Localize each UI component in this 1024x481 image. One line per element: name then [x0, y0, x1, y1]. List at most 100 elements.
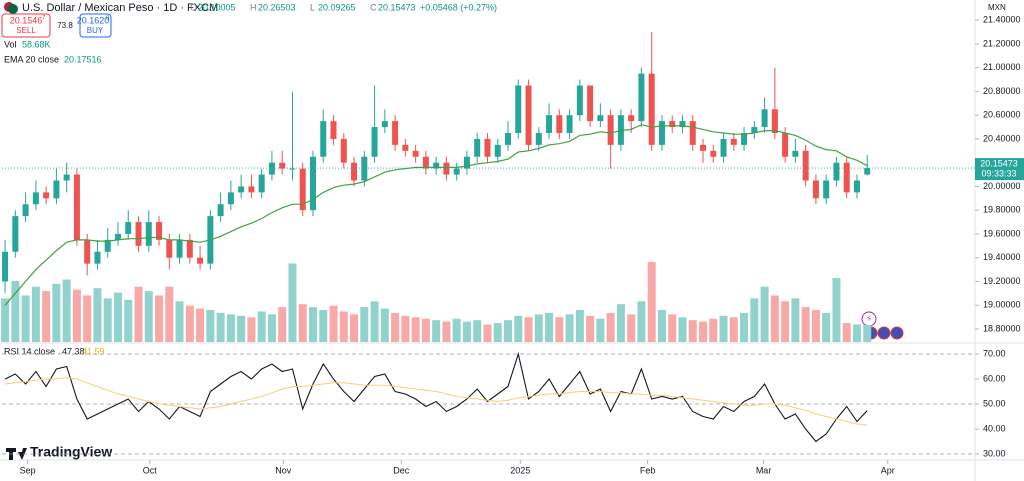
sell-price[interactable]: 20.1546	[10, 15, 43, 25]
candle-body	[494, 144, 501, 157]
candle-body	[227, 192, 234, 205]
volume-bar	[196, 308, 205, 342]
volume-bar	[442, 321, 451, 342]
candle-body	[864, 168, 871, 175]
candle-body	[279, 162, 286, 169]
volume-bar	[42, 291, 51, 342]
ema-legend-name: EMA 20 close	[4, 54, 59, 64]
candle-body	[566, 115, 573, 133]
candle-body	[484, 138, 491, 157]
volume-bar	[514, 315, 523, 342]
event-icon[interactable]	[890, 326, 904, 340]
candle-body	[802, 150, 809, 181]
candle-body	[751, 127, 758, 133]
candle-body	[381, 121, 388, 128]
volume-bar	[247, 317, 256, 342]
candle-body	[351, 162, 358, 181]
volume-bar	[781, 301, 790, 342]
volume-bar	[534, 314, 543, 342]
volume-bar	[124, 299, 133, 342]
candle-body	[443, 162, 450, 175]
price-tag-countdown: 09:33:33	[981, 168, 1016, 178]
candle-body	[792, 150, 799, 157]
volume-bar	[637, 301, 646, 342]
volume-bar	[462, 321, 471, 342]
y-tick-label: 21.20000	[983, 38, 1021, 48]
candle-body	[2, 251, 9, 282]
volume-bar	[62, 279, 71, 342]
rsi-legend-value: 47.38	[62, 346, 85, 356]
candle-body	[248, 186, 255, 193]
candle-body	[186, 239, 193, 258]
volume-bar	[811, 310, 820, 342]
candle-body	[340, 138, 347, 163]
volume-bar	[750, 298, 759, 342]
volume-bar	[113, 292, 122, 342]
volume-bar	[165, 286, 174, 342]
candle-body	[176, 239, 183, 258]
candle-body	[268, 162, 275, 175]
candle-body	[63, 174, 70, 181]
y-tick-label: 19.80000	[983, 205, 1021, 215]
candle-body	[238, 186, 245, 193]
volume-bar	[719, 315, 728, 342]
volume-bar	[360, 307, 369, 342]
candle-body	[638, 73, 645, 122]
volume-bar	[842, 323, 851, 342]
y-tick-label: 20.00000	[983, 181, 1021, 191]
volume-bar	[452, 318, 461, 342]
candle-body	[700, 144, 707, 151]
volume-bar	[699, 321, 708, 342]
volume-bar	[545, 312, 554, 342]
ema-line	[4, 124, 868, 306]
y-tick-label: 18.80000	[983, 323, 1021, 333]
sell-label[interactable]: SELL	[16, 26, 36, 35]
buy-button[interactable]	[79, 13, 112, 38]
volume-bar	[401, 315, 410, 342]
candle-body	[361, 156, 368, 181]
candle-body	[135, 222, 142, 246]
volume-bar	[791, 298, 800, 342]
volume-bar	[288, 263, 297, 342]
x-tick-label: Feb	[640, 465, 656, 475]
candle-body	[628, 115, 635, 122]
x-tick-label: Mar	[756, 465, 772, 475]
candle-body	[217, 204, 224, 217]
y-tick-label: 19.60000	[983, 228, 1021, 238]
candle-body	[546, 115, 553, 133]
volume-bar	[83, 295, 92, 342]
candle-body	[114, 233, 121, 240]
volume-bar	[801, 307, 810, 342]
candle-body	[422, 156, 429, 169]
candle-body	[258, 174, 265, 193]
volume-bar	[832, 278, 841, 342]
volume-bar	[391, 312, 400, 342]
y-tick-label: 19.00000	[983, 300, 1021, 310]
sell-button[interactable]	[1, 13, 51, 38]
candle-body	[94, 251, 101, 264]
y-tick-label: 20.60000	[983, 110, 1021, 120]
volume-bar	[421, 318, 430, 342]
buy-price[interactable]: 20.1620	[77, 15, 110, 25]
candle-body	[43, 192, 50, 199]
candle-body	[32, 192, 39, 205]
buy-price-sup[interactable]: 8	[106, 16, 110, 22]
event-icon[interactable]	[877, 326, 891, 340]
x-tick-label: Dec	[393, 465, 410, 475]
volume-bar	[483, 324, 492, 342]
buy-label[interactable]: BUY	[87, 26, 104, 35]
symbol-title: U.S. Dollar / Mexican Peso · 1D · FXCM	[22, 2, 218, 14]
candle-body	[556, 115, 563, 133]
volume-bar	[350, 314, 359, 342]
volume-bar	[93, 288, 102, 342]
x-tick-label: Sep	[20, 465, 36, 475]
sell-price-sup[interactable]: 7	[42, 16, 46, 22]
volume-bar	[319, 310, 328, 342]
candle-body	[669, 121, 676, 128]
volume-bar	[729, 317, 738, 342]
candle-body	[730, 138, 737, 145]
event-icon-glyph: ⚡	[866, 313, 872, 323]
ohlc-key: O	[190, 2, 197, 12]
